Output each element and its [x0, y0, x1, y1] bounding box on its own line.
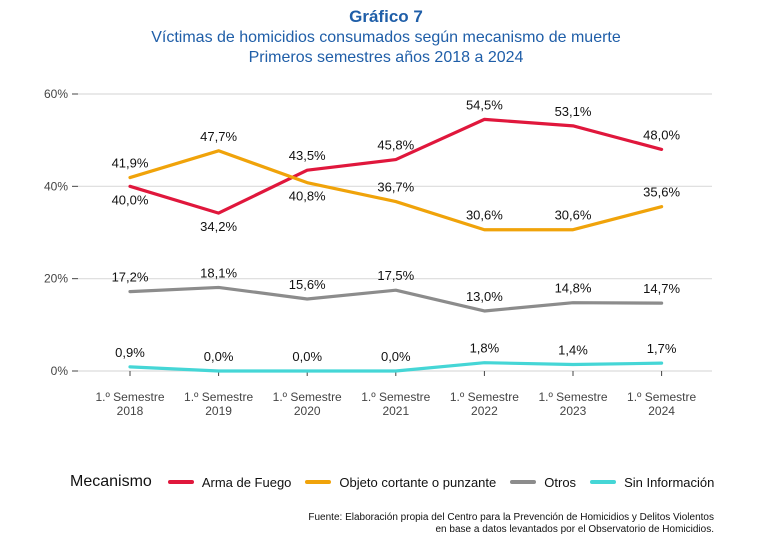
data-label: 36,7% — [377, 180, 414, 195]
data-label: 43,5% — [289, 148, 326, 163]
legend-label: Objeto cortante o punzante — [339, 474, 497, 490]
chart-subtitle-2: Primeros semestres años 2018 a 2024 — [248, 49, 524, 66]
legend-swatch — [590, 480, 617, 484]
data-label: 0,9% — [115, 345, 145, 360]
y-tick-label: 20% — [44, 272, 68, 286]
data-label: 41,9% — [112, 156, 149, 171]
data-label: 0,0% — [381, 349, 411, 364]
legend-item-arma-de-fuego: Arma de Fuego — [167, 474, 292, 490]
line-chart: 0% 20% 40% 60% 1.º Semestre 2018 1.º Semestre 2… — [44, 87, 712, 418]
legend-swatch — [305, 480, 332, 484]
chart-title-block: Gráfico 7 Víctimas de homicidios consuma… — [0, 6, 772, 68]
data-label: 45,8% — [377, 138, 414, 153]
data-label: 35,6% — [643, 185, 680, 200]
data-label: 48,0% — [643, 127, 680, 142]
legend-item-otros: Otros — [510, 475, 576, 490]
data-label: 53,1% — [555, 104, 592, 119]
data-label: 1,7% — [647, 341, 677, 356]
legend-swatch — [167, 480, 194, 484]
x-tick-label: 1.º Semestre 2019 — [184, 390, 253, 418]
data-label: 1,4% — [558, 343, 588, 358]
series-line — [128, 149, 664, 232]
series-line — [128, 361, 664, 373]
x-tick-label: 1.º Semestre 2024 — [627, 390, 696, 418]
data-label: 13,0% — [466, 289, 503, 304]
chart-title: Gráfico 7 — [349, 7, 423, 26]
legend-swatch — [510, 480, 537, 484]
data-label: 40,0% — [112, 192, 149, 207]
data-label: 14,7% — [643, 281, 680, 296]
data-label: 40,8% — [289, 189, 326, 204]
y-tick-label: 0% — [51, 364, 69, 378]
x-tick-label: 1.º Semestre 2018 — [95, 390, 164, 418]
x-tick-label: 1.º Semestre 2022 — [450, 390, 519, 418]
legend-item-objeto-cortante: Objeto cortante o punzante — [305, 475, 496, 490]
series-line — [128, 285, 664, 313]
data-label: 30,6% — [555, 208, 592, 223]
data-label: 17,2% — [112, 270, 149, 285]
data-label: 34,2% — [200, 219, 237, 234]
legend-label: Sin Información — [624, 474, 715, 490]
source-note: Fuente: Elaboración propia del Centro pa… — [308, 512, 714, 536]
y-tick-label: 40% — [44, 179, 68, 193]
data-label: 47,7% — [200, 129, 237, 144]
data-label: 17,5% — [377, 268, 414, 283]
data-label: 0,0% — [292, 349, 322, 364]
data-label: 14,8% — [555, 281, 592, 296]
data-label: 1,8% — [470, 341, 500, 356]
x-tick-label: 1.º Semestre 2023 — [538, 390, 607, 418]
data-label: 54,5% — [466, 97, 503, 112]
x-tick-label: 1.º Semestre 2021 — [361, 390, 430, 418]
series-line — [128, 117, 664, 215]
data-label: 30,6% — [466, 208, 503, 223]
source-line-2: en base a datos levantados por el Observ… — [435, 524, 715, 535]
legend-title: Mecanismo — [70, 473, 152, 490]
chart-subtitle-1: Víctimas de homicidios consumados según … — [151, 29, 621, 46]
data-label: 18,1% — [200, 265, 237, 280]
legend-label: Arma de Fuego — [201, 474, 292, 490]
legend-label: Otros — [544, 474, 577, 490]
data-label: 15,6% — [289, 277, 326, 292]
data-label: 0,0% — [204, 349, 234, 364]
y-tick-label: 60% — [44, 87, 68, 101]
source-line-1: Fuente: Elaboración propia del Centro pa… — [308, 512, 714, 523]
legend: Mecanismo Arma de Fuego Objeto cortante … — [70, 470, 728, 494]
legend-item-sin-informacion: Sin Información — [590, 475, 714, 490]
x-tick-label: 1.º Semestre 2020 — [273, 390, 342, 418]
